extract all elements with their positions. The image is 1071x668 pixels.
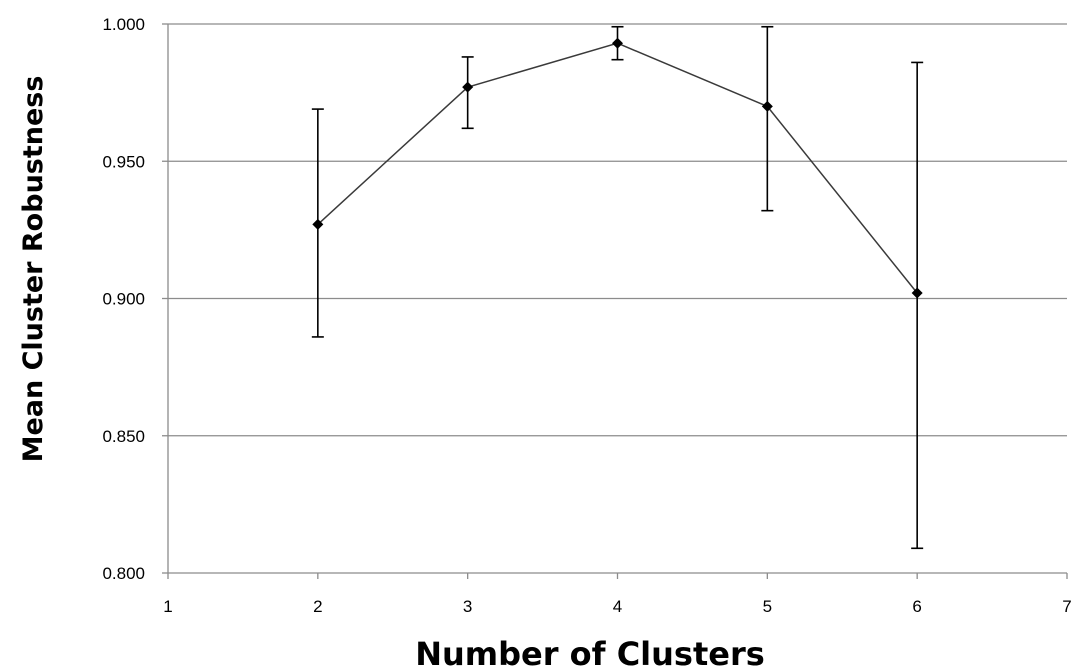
y-tick-labels: 0.800 0.850 0.900 0.950 1.000 — [102, 15, 145, 583]
data-point — [612, 37, 623, 49]
y-tick-label: 0.850 — [102, 427, 145, 446]
x-tick-label: 3 — [463, 597, 472, 616]
data-point — [462, 81, 474, 93]
x-tick-labels: 1 2 3 4 5 6 7 — [163, 597, 1071, 616]
series-line — [317, 42, 918, 294]
y-axis-title: Mean Cluster Robustness — [18, 76, 49, 463]
x-tick-label: 1 — [163, 597, 172, 616]
error-bars — [311, 25, 924, 550]
data-point — [911, 287, 923, 299]
x-tick-label: 4 — [613, 597, 622, 616]
y-tick-label: 1.000 — [102, 15, 145, 34]
data-point — [312, 218, 324, 230]
data-point — [761, 100, 773, 112]
x-tick-label: 7 — [1062, 597, 1071, 616]
x-tick-label: 2 — [313, 597, 322, 616]
x-axis-title: Number of Clusters — [415, 635, 765, 668]
data-points — [312, 37, 923, 299]
series-polyline — [317, 42, 918, 294]
y-tick-label: 0.800 — [102, 564, 145, 583]
x-tick-label: 6 — [912, 597, 921, 616]
axes — [162, 23, 1068, 579]
grid-lines — [168, 23, 1067, 437]
y-tick-label: 0.950 — [102, 152, 145, 171]
x-tick-label: 5 — [763, 597, 772, 616]
y-tick-label: 0.900 — [102, 290, 145, 309]
